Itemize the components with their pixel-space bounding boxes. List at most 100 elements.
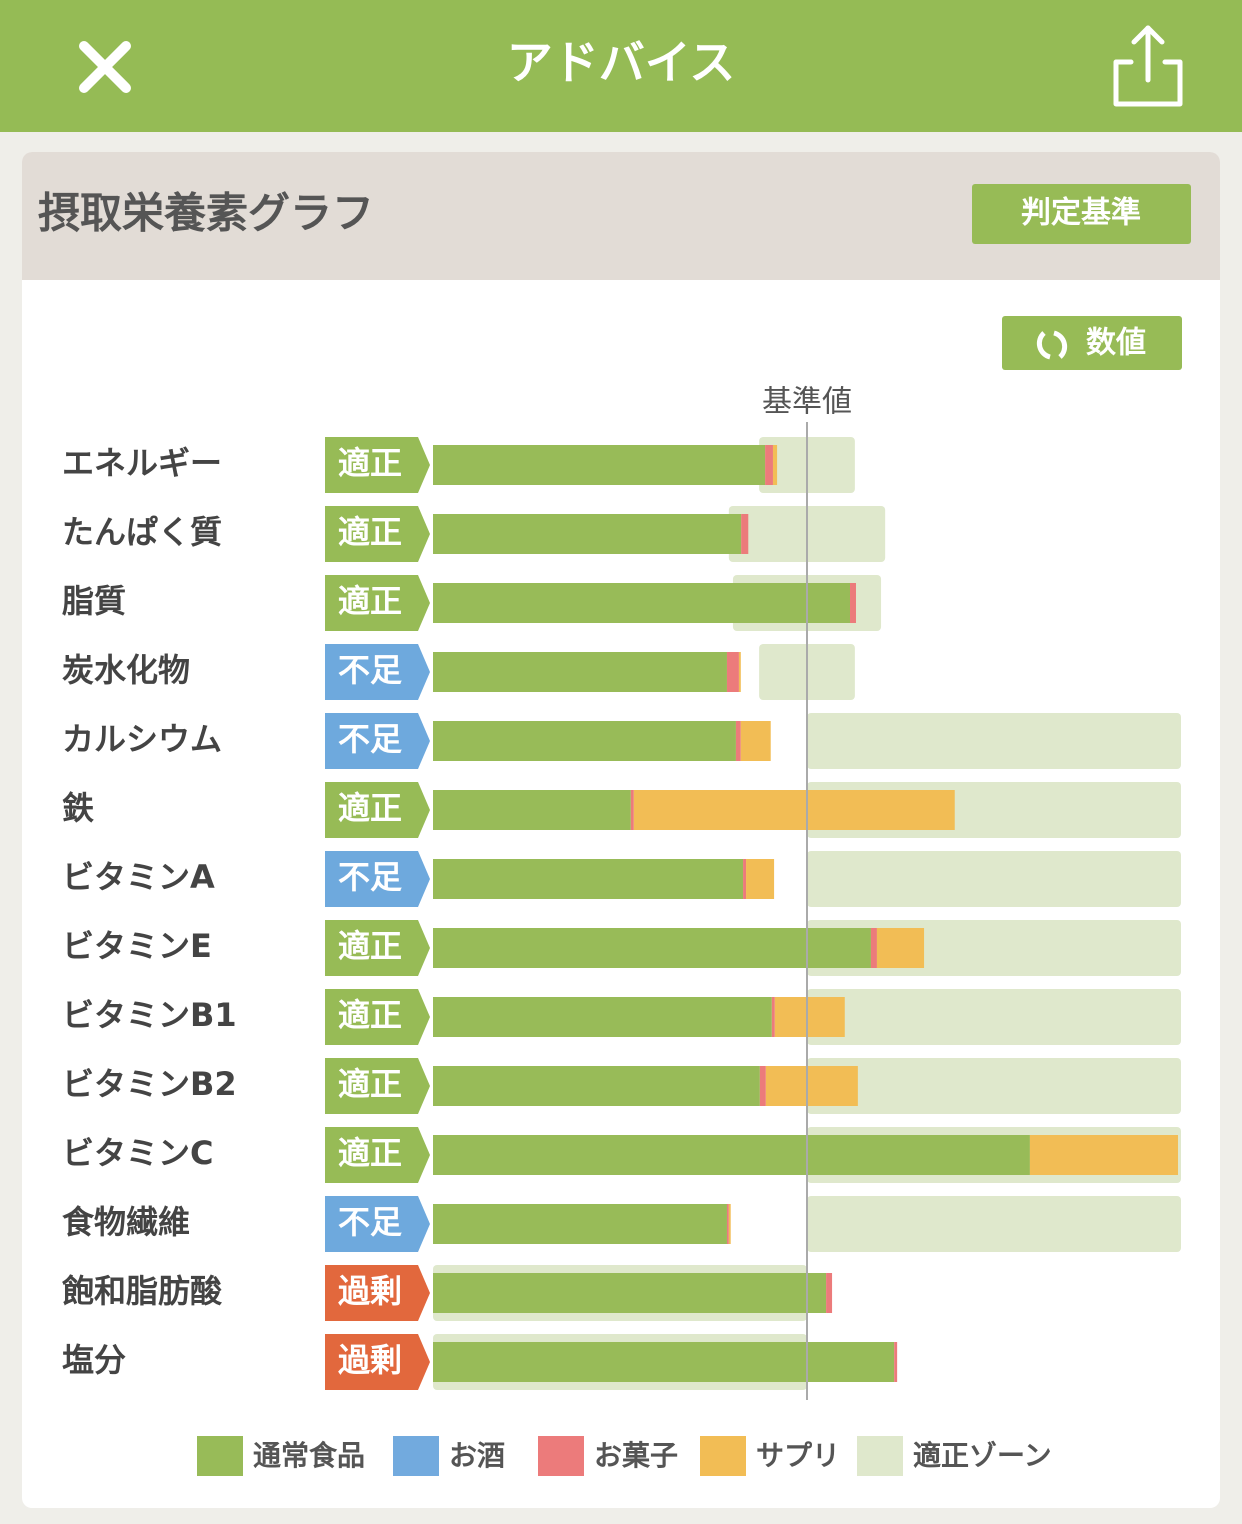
bar-segment [633, 790, 955, 830]
legend-label: 通常食品 [253, 1439, 365, 1472]
row-label: 飽和脂肪酸 [62, 1272, 223, 1310]
row-label: ビタミンB1 [62, 996, 237, 1034]
ok-zone [807, 1058, 1181, 1114]
status-badge [325, 713, 430, 769]
status-badge [325, 644, 430, 700]
row-label: ビタミンB2 [62, 1065, 237, 1103]
status-label: 適正 [338, 1134, 402, 1172]
status-label: 不足 [338, 1203, 402, 1241]
status-badge [325, 1334, 430, 1390]
bar-segment [774, 997, 845, 1037]
ok-zone [807, 713, 1181, 769]
bar-segment [433, 652, 727, 692]
ok-zone [807, 989, 1181, 1045]
legend-label: お酒 [449, 1439, 505, 1472]
header-title: アドバイス [507, 36, 736, 90]
status-label: 不足 [338, 720, 402, 758]
status-badge [325, 506, 430, 562]
bar-segment [740, 721, 771, 761]
bar-segment [433, 514, 742, 554]
row-label: エネルギー [62, 444, 222, 482]
bar-segment [433, 1135, 1030, 1175]
status-badge [325, 1058, 430, 1114]
bar-segment [726, 652, 739, 692]
ok-zone [807, 1196, 1181, 1252]
bar-segment [630, 790, 634, 830]
reference-label: 基準値 [762, 385, 852, 420]
legend-label: サプリ [756, 1439, 840, 1472]
row-label: 食物繊維 [62, 1203, 190, 1241]
status-label: 不足 [338, 858, 402, 896]
legend-swatch [197, 1436, 243, 1476]
refresh-icon [1036, 330, 1068, 360]
row-label: 塩分 [62, 1341, 126, 1379]
bar-segment [759, 1066, 766, 1106]
bar-segment [738, 652, 741, 692]
criteria-button-label: 判定基準 [1021, 196, 1141, 231]
row-label: たんぱく質 [62, 513, 222, 551]
status-badge [325, 437, 430, 493]
bar-segment [433, 1066, 760, 1106]
bar-segment [765, 445, 773, 485]
card-title: 摂取栄養素グラフ [38, 189, 374, 238]
close-button[interactable] [79, 41, 131, 93]
status-label: 不足 [338, 651, 402, 689]
bar-segment [726, 1204, 729, 1244]
status-label: 過剰 [338, 1272, 402, 1310]
bar-segment [826, 1273, 833, 1313]
app-header [0, 0, 1242, 132]
card-header [22, 152, 1220, 280]
status-label: 適正 [338, 789, 402, 827]
bar-segment [433, 1342, 895, 1382]
legend-swatch [393, 1436, 439, 1476]
criteria-button[interactable] [972, 184, 1191, 244]
bar-segment [433, 928, 871, 968]
share-button[interactable] [1113, 25, 1183, 107]
row-label: カルシウム [62, 720, 222, 758]
bar-segment [743, 859, 747, 899]
bar-segment [1029, 1135, 1179, 1175]
bar-segment [870, 928, 877, 968]
status-label: 適正 [338, 927, 402, 965]
bar-segment [433, 721, 736, 761]
legend-swatch [538, 1436, 584, 1476]
bar-segment [433, 1204, 727, 1244]
bar-segment [728, 1204, 731, 1244]
values-button-label: 数値 [1086, 326, 1146, 361]
status-badge [325, 1196, 430, 1252]
ok-zone [807, 851, 1181, 907]
bar-segment [746, 859, 775, 899]
status-label: 適正 [338, 582, 402, 620]
status-badge [325, 920, 430, 976]
row-label: 脂質 [62, 582, 126, 620]
bar-segment [771, 997, 775, 1037]
bar-segment [850, 583, 856, 623]
status-label: 過剰 [338, 1341, 402, 1379]
bar-segment [433, 1273, 827, 1313]
status-label: 適正 [338, 996, 402, 1034]
status-badge [325, 782, 430, 838]
bar-segment [433, 445, 766, 485]
bar-segment [433, 583, 851, 623]
status-badge [325, 575, 430, 631]
status-badge [325, 851, 430, 907]
bar-segment [894, 1342, 898, 1382]
bar-segment [772, 445, 778, 485]
bar-segment [741, 514, 749, 554]
row-label: 鉄 [62, 789, 94, 827]
row-label: ビタミンA [62, 858, 215, 896]
status-label: 適正 [338, 1065, 402, 1103]
bar-segment [735, 721, 741, 761]
legend-swatch [700, 1436, 746, 1476]
status-label: 適正 [338, 444, 402, 482]
bar-segment [765, 1066, 858, 1106]
status-badge [325, 1265, 430, 1321]
status-badge [325, 989, 430, 1045]
legend-label: 適正ゾーン [913, 1439, 1052, 1472]
status-badge [325, 1127, 430, 1183]
row-label: ビタミンE [62, 927, 212, 965]
bar-segment [433, 790, 631, 830]
bar-segment [433, 997, 772, 1037]
bar-segment [433, 859, 744, 899]
